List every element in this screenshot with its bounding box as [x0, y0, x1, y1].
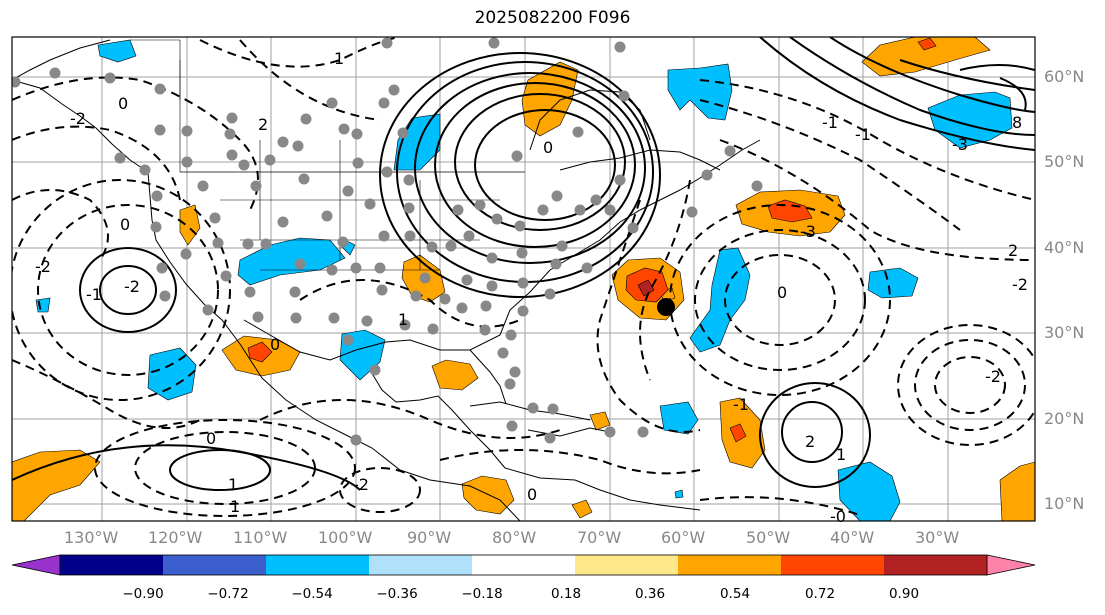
lon-label: 80°W	[492, 528, 537, 547]
contour-label: 8	[1012, 113, 1022, 132]
storm-center-marker	[657, 298, 675, 316]
colorbar-frame	[59, 554, 988, 576]
colorbar-tick-label: 0.18	[550, 586, 582, 602]
colorbar-tick-label: −0.36	[376, 586, 418, 602]
contour-label: -2	[1012, 275, 1028, 294]
contour-label: 1	[398, 310, 408, 329]
contour-label: -3	[800, 222, 816, 241]
lon-label: 130°W	[64, 528, 119, 547]
contour-label: 0	[206, 429, 216, 448]
map-title: 2025082200 F096	[474, 8, 631, 28]
colorbar-segment	[678, 555, 782, 575]
colorbar-tick-label: 0.54	[719, 586, 751, 602]
lat-label: 20°N	[1044, 409, 1085, 428]
lon-label: 60°W	[661, 528, 706, 547]
lon-label: 30°W	[915, 528, 960, 547]
contour-label: -1	[855, 125, 871, 144]
lon-label: 90°W	[407, 528, 452, 547]
contour-label: 1	[334, 49, 344, 68]
colorbar-segment	[60, 555, 164, 575]
lat-label: 30°N	[1044, 323, 1085, 342]
lon-label: 40°W	[830, 528, 875, 547]
contour-label: 1	[228, 475, 238, 494]
contour-label: 1	[836, 445, 846, 464]
contour-label: 2	[805, 432, 815, 451]
lat-label: 40°N	[1044, 238, 1085, 257]
contour-label: -2	[35, 257, 51, 276]
colorbar	[11, 554, 1036, 576]
contour-label: 0	[120, 215, 130, 234]
colorbar-segment	[163, 555, 267, 575]
lon-label: 70°W	[577, 528, 622, 547]
station-dots	[12, 37, 763, 446]
contour-label: 0	[777, 283, 787, 302]
colorbar-tick-label: −0.90	[122, 586, 164, 602]
contour-label: 0	[527, 485, 537, 504]
contour-label: -3	[952, 135, 968, 154]
lon-label: 110°W	[233, 528, 288, 547]
contour-label: -2	[985, 367, 1001, 386]
colorbar-segment	[472, 555, 576, 575]
contour-label: -1	[822, 113, 838, 132]
colorbar-segment	[266, 555, 370, 575]
contour-label: -2	[124, 277, 140, 296]
colorbar-segment	[575, 555, 679, 575]
positive-contours	[12, 37, 1035, 491]
colorbar-tick-label: −0.18	[461, 586, 503, 602]
contour-label-group: 0 -2 0 -2 -1 -2 1 2 0 0 1 -2 0 1 2 -3 2 …	[35, 49, 1028, 526]
lon-label: 50°W	[746, 528, 791, 547]
contour-label: 2	[258, 115, 268, 134]
contour-label: -1	[86, 285, 102, 304]
contour-label: -1	[733, 395, 749, 414]
lat-label: 60°N	[1044, 67, 1085, 86]
colorbar-tick-label: −0.72	[207, 586, 249, 602]
colorbar-segment	[781, 555, 885, 575]
colorbar-segment	[884, 555, 988, 575]
lon-label: 100°W	[318, 528, 373, 547]
contour-label: -0	[830, 507, 846, 526]
colorbar-tick-label: 0.90	[888, 586, 920, 602]
colorbar-tick-label: 0.72	[804, 586, 836, 602]
lon-label: 120°W	[148, 528, 203, 547]
contour-label: 0	[118, 94, 128, 113]
lat-label: 50°N	[1044, 152, 1085, 171]
contour-label: 1	[230, 497, 240, 516]
contour-label: -2	[70, 109, 86, 128]
contour-label: 0	[543, 138, 553, 157]
colorbar-tick-label: −0.54	[291, 586, 333, 602]
map-frame	[11, 36, 1036, 522]
colorbar-segment	[369, 555, 473, 575]
contour-label: -2	[353, 475, 369, 494]
contour-label: 2	[1008, 241, 1018, 260]
contour-label: 0	[270, 335, 280, 354]
lat-label: 10°N	[1044, 494, 1085, 513]
colorbar-tick-label: 0.36	[634, 586, 666, 602]
